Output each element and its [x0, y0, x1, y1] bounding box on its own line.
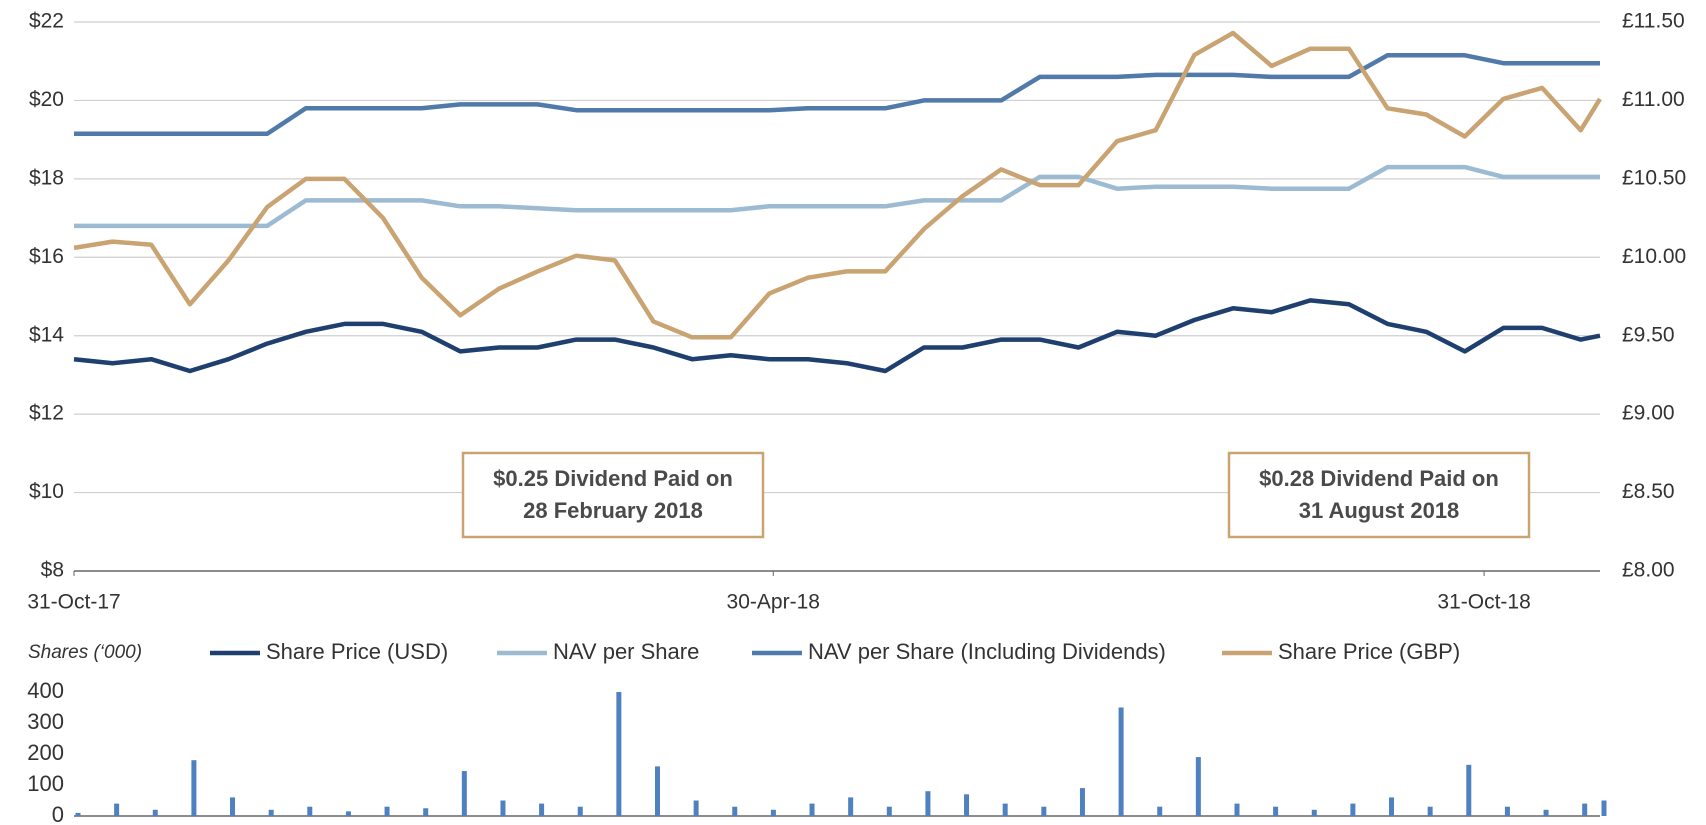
series-line — [73, 30, 1602, 340]
bar — [345, 811, 351, 816]
bar — [1002, 803, 1008, 816]
bar — [75, 812, 81, 816]
y-tick-label: $22 — [29, 10, 64, 33]
bar — [1311, 809, 1317, 816]
bar — [1601, 800, 1607, 816]
bar — [964, 794, 970, 816]
bar — [1582, 803, 1588, 816]
bar — [230, 797, 236, 816]
bar — [577, 806, 583, 816]
bar — [1195, 757, 1201, 816]
bar — [1079, 788, 1085, 816]
y2-tick-label: £10.00 — [1622, 245, 1686, 268]
y-tick-label: 400 — [27, 678, 64, 703]
annotation: $0.25 Dividend Paid on 28 February 2018 — [461, 451, 765, 539]
bar — [539, 803, 545, 816]
y-axis-label: Shares (‘000) — [28, 642, 142, 663]
y2-tick-label: £9.50 — [1622, 323, 1675, 346]
bar — [191, 760, 197, 816]
bar — [1157, 806, 1163, 816]
bar — [1350, 803, 1356, 816]
annotation-text: 28 February 2018 — [523, 498, 703, 523]
legend-label: Share Price (USD) — [266, 639, 448, 664]
bar — [886, 806, 892, 816]
bar — [268, 809, 274, 816]
y-tick-label: 200 — [27, 740, 64, 765]
y-tick-label: $16 — [29, 245, 64, 268]
series-line — [74, 53, 1600, 137]
annotation-box — [461, 451, 765, 539]
annotation-text: 31 August 2018 — [1299, 498, 1460, 523]
series-line — [74, 164, 1600, 229]
y2-tick-label: £11.00 — [1622, 88, 1685, 111]
bar — [654, 766, 660, 816]
annotation-text: $0.25 Dividend Paid on — [493, 466, 733, 491]
bar — [809, 803, 815, 816]
y2-tick-label: £11.50 — [1622, 10, 1685, 33]
bar — [114, 803, 120, 816]
legend-label: Share Price (GBP) — [1278, 639, 1460, 664]
bar — [423, 808, 429, 816]
bar — [384, 806, 390, 816]
y2-tick-label: £10.50 — [1622, 166, 1686, 189]
bar — [925, 791, 931, 816]
y-tick-label: $20 — [29, 88, 64, 111]
annotation-text: $0.28 Dividend Paid on — [1259, 466, 1499, 491]
bar — [693, 800, 699, 816]
bar — [1389, 797, 1395, 816]
y-tick-label: $10 — [29, 480, 64, 503]
x-tick-label: 30-Apr-18 — [727, 591, 820, 614]
bar — [307, 806, 313, 816]
y2-tick-label: £8.50 — [1622, 480, 1675, 503]
bar — [1543, 809, 1549, 816]
bar — [1041, 806, 1047, 816]
y2-tick-label: £9.00 — [1622, 402, 1675, 425]
y-tick-label: 100 — [27, 771, 64, 796]
annotation: $0.28 Dividend Paid on 31 August 2018 — [1227, 451, 1531, 539]
bar — [770, 809, 776, 816]
x-tick-label: 31-Oct-18 — [1437, 591, 1530, 614]
y2-tick-label: £8.00 — [1622, 559, 1675, 582]
legend-label: NAV per Share (Including Dividends) — [808, 639, 1166, 664]
bar — [1273, 806, 1279, 816]
bar — [500, 800, 506, 816]
bar — [1118, 707, 1124, 816]
bar — [732, 806, 738, 816]
bar — [1466, 764, 1472, 816]
bar — [1427, 806, 1433, 816]
legend-label: NAV per Share — [553, 639, 699, 664]
annotation-box — [1227, 451, 1531, 539]
y-tick-label: $12 — [29, 402, 64, 425]
series-line — [73, 298, 1601, 374]
y-tick-label: 0 — [52, 802, 64, 825]
y-tick-label: $8 — [41, 559, 64, 582]
x-tick-label: 31-Oct-17 — [27, 591, 120, 614]
bar — [152, 809, 158, 816]
bar — [461, 771, 467, 816]
bar — [848, 797, 854, 816]
bar — [1504, 806, 1510, 816]
y-tick-label: $14 — [29, 323, 64, 346]
y-tick-label: 300 — [27, 709, 64, 734]
plot-layer: $8 $10 $12 $14 $16 $18 $20 $22 £8.00 £8.50 £9.00 £9… — [27, 10, 1686, 825]
bar — [616, 692, 622, 816]
y-tick-label: $18 — [29, 166, 64, 189]
bar — [1234, 803, 1240, 816]
